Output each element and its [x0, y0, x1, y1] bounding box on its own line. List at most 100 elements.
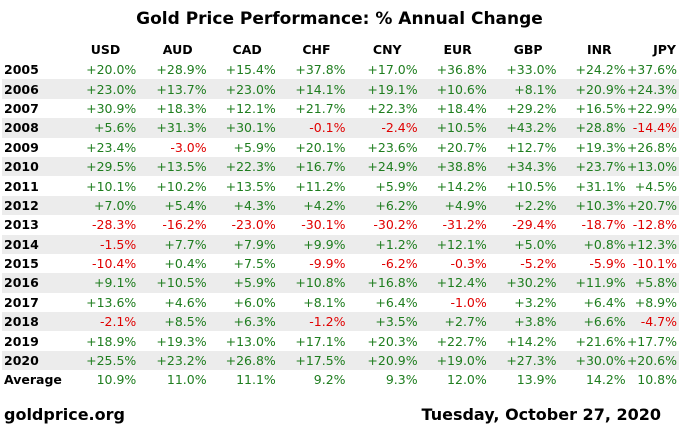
row-year: 2008 — [2, 118, 62, 138]
average-cell: 12.0% — [447, 372, 487, 388]
table-cell: +5.8% — [625, 273, 679, 293]
table-cell: -0.1% — [275, 118, 346, 138]
column-header-cad: CAD — [232, 41, 262, 57]
table-cell: +2.2% — [486, 195, 557, 216]
table-cell: -18.7% — [581, 217, 626, 233]
table-row: 2008 +5.6% +31.3% +30.1% -0.1% -2.4% +10.5% +43… — [2, 118, 679, 138]
table-cell: +7.5% — [233, 256, 276, 272]
table-cell: -6.2% — [381, 256, 418, 272]
table-cell: +5.6% — [61, 118, 137, 138]
table-cell: +29.2% — [506, 100, 557, 116]
average-cell: 13.9% — [516, 372, 557, 388]
table-row: 2015 -10.4% +0.4% +7.5% -9.9% -6.2% -0.3% -5.2%… — [2, 254, 679, 273]
table-cell: +19.3% — [575, 139, 626, 155]
date-label: Tuesday, October 27, 2020 — [421, 405, 661, 424]
table-cell: +5.4% — [136, 195, 207, 216]
table-row: 2012 +7.0% +5.4% +4.3% +4.2% +6.2% +4.9% +2.2% +… — [2, 195, 679, 216]
table-cell: +20.1% — [295, 139, 346, 155]
average-cell: 11.1% — [236, 372, 276, 388]
table-cell: +20.9% — [556, 79, 626, 99]
table-cell: +6.4% — [583, 294, 626, 310]
table-cell: +26.8% — [206, 350, 276, 371]
table-cell: +8.1% — [486, 79, 557, 99]
table-cell: -1.5% — [61, 234, 137, 254]
table-row: 2005 +20.0% +28.9% +15.4% +37.8% +17.0% +36.8%… — [2, 60, 679, 79]
table-cell: +10.8% — [275, 273, 346, 293]
table-cell: +43.2% — [486, 118, 557, 138]
table-cell: -4.7% — [625, 312, 679, 332]
table-cell: +37.6% — [626, 62, 677, 78]
row-year: 2011 — [4, 178, 39, 194]
table-cell: +10.5% — [417, 118, 487, 138]
table-cell: +15.4% — [225, 62, 276, 78]
table-cell: +28.8% — [556, 118, 626, 138]
table-cell: +6.2% — [345, 195, 418, 216]
table-cell: +17.1% — [295, 333, 346, 349]
table-cell: +19.3% — [156, 333, 207, 349]
table-cell: +11.2% — [295, 178, 346, 194]
table-cell: +38.8% — [417, 156, 487, 177]
table-cell: +10.1% — [86, 178, 137, 194]
table-cell: +17.5% — [275, 350, 346, 371]
table-cell: +21.6% — [575, 333, 626, 349]
table-cell: -10.1% — [632, 256, 677, 272]
table-cell: +3.5% — [345, 312, 418, 332]
table-cell: +10.5% — [506, 178, 557, 194]
table-cell: +24.9% — [345, 156, 418, 177]
table-cell: +23.4% — [86, 139, 137, 155]
table-cell: +13.6% — [86, 294, 137, 310]
table-cell: +16.7% — [275, 156, 346, 177]
table-cell: +7.7% — [136, 234, 207, 254]
table-cell: +10.5% — [136, 273, 207, 293]
table-body: 2005 +20.0% +28.9% +15.4% +37.8% +17.0% +36.8%… — [2, 60, 679, 390]
table-cell: +31.1% — [575, 178, 626, 194]
table-row: 2020 +25.5% +23.2% +26.8% +17.5% +20.9% +19.0%… — [2, 350, 679, 371]
table-cell: +7.9% — [206, 234, 276, 254]
table-cell: +18.9% — [86, 333, 137, 349]
table-cell: +20.7% — [436, 139, 487, 155]
table-cell: +23.0% — [206, 79, 276, 99]
table-cell: +8.5% — [136, 312, 207, 332]
average-label: Average — [4, 372, 62, 388]
row-year: 2010 — [2, 156, 62, 177]
table-cell: +9.9% — [275, 234, 346, 254]
table-cell: +22.3% — [206, 156, 276, 177]
table-cell: +13.7% — [136, 79, 207, 99]
table-cell: -30.2% — [373, 217, 418, 233]
table-cell: -3.0% — [170, 139, 207, 155]
average-cell: 10.9% — [96, 372, 137, 388]
row-year: 2007 — [4, 100, 39, 116]
table-cell: +6.6% — [556, 312, 626, 332]
column-header-gbp: GBP — [513, 41, 543, 57]
average-row: Average 10.9% 11.0% 11.1% 9.2% 9.3% 12.0% 13.9%… — [2, 370, 679, 389]
row-year: 2013 — [4, 217, 39, 233]
table-cell: -30.1% — [301, 217, 346, 233]
table-cell: +10.2% — [156, 178, 207, 194]
table-cell: +26.8% — [626, 139, 677, 155]
table-cell: +23.2% — [136, 350, 207, 371]
table-row: 2016 +9.1% +10.5% +5.9% +10.8% +16.8% +12.4% +3… — [2, 273, 679, 293]
column-header-inr: INR — [586, 41, 612, 57]
row-year: 2019 — [4, 333, 39, 349]
table-cell: -31.2% — [442, 217, 487, 233]
table-cell: +6.3% — [206, 312, 276, 332]
table-cell: +14.2% — [436, 178, 487, 194]
table-cell: +0.8% — [556, 234, 626, 254]
table-cell: +0.4% — [164, 256, 207, 272]
table-cell: +23.0% — [61, 79, 137, 99]
table-row: 2009 +23.4% -3.0% +5.9% +20.1% +23.6% +20.7% +1… — [2, 138, 679, 157]
table-cell: -5.9% — [589, 256, 626, 272]
table-cell: +20.0% — [86, 62, 137, 78]
table-cell: +25.5% — [61, 350, 137, 371]
table-cell: +31.3% — [136, 118, 207, 138]
performance-table: USD AUD CAD CHF CNY EUR GBP INR JPY 2005… — [2, 38, 679, 390]
table-row: 2011 +10.1% +10.2% +13.5% +11.2% +5.9% +14.2% +… — [2, 176, 679, 195]
table-cell: +5.9% — [233, 139, 276, 155]
table-cell: +4.3% — [206, 195, 276, 216]
table-cell: -28.3% — [92, 217, 137, 233]
table-cell: +16.5% — [575, 100, 626, 116]
table-cell: +20.7% — [625, 195, 679, 216]
row-year: 2015 — [4, 256, 39, 272]
table-cell: -12.8% — [632, 217, 677, 233]
table-cell: +9.1% — [61, 273, 137, 293]
